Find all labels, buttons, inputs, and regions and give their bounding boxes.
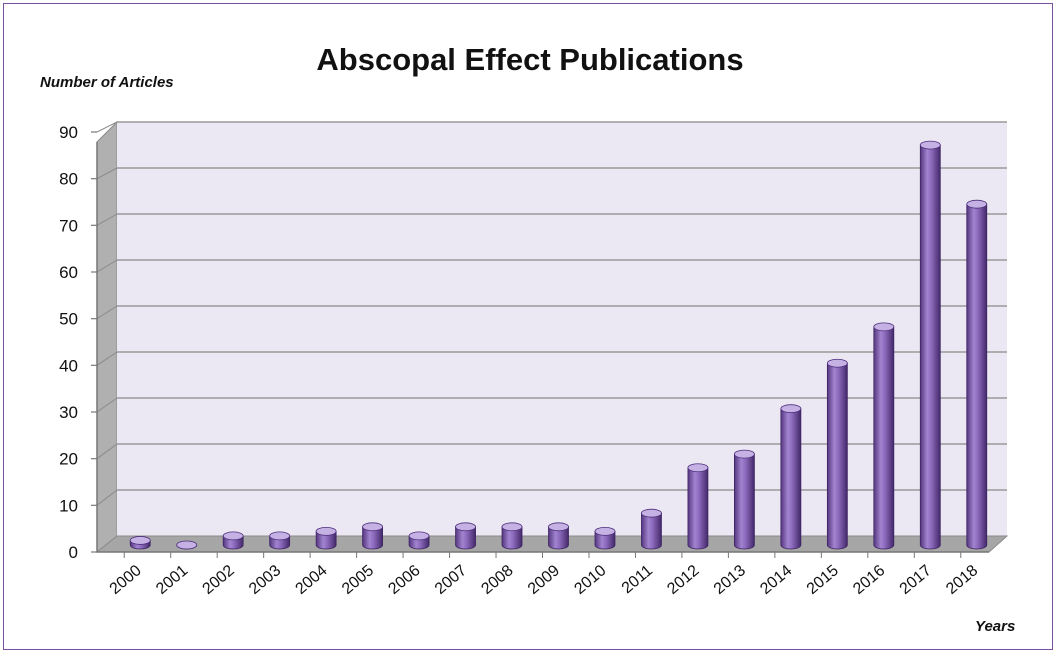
- gridline-side: [96, 305, 118, 320]
- bar-body: [501, 526, 523, 550]
- y-tick-labels: 0 10 20 30 40 50 60 70 80 90: [59, 123, 97, 562]
- x-tick-label: 2017: [897, 562, 935, 598]
- bar-2015: [826, 358, 848, 550]
- bar-cap: [455, 522, 476, 532]
- bar-cap: [780, 404, 802, 414]
- chart-title: Abscopal Effect Publications: [316, 42, 743, 77]
- x-tick-label: 2006: [385, 562, 423, 598]
- gridline-side: [96, 213, 118, 226]
- y-tick-label: 30: [59, 403, 78, 422]
- x-tick-label: 2010: [571, 562, 609, 598]
- gridline-side: [96, 167, 118, 180]
- gridlines: [96, 121, 1007, 506]
- x-tick-label: 2013: [711, 562, 749, 598]
- y-tick-label: 0: [69, 543, 78, 562]
- bar-cap: [362, 522, 384, 532]
- x-tick-label: 2000: [107, 562, 145, 598]
- bar-cap: [222, 531, 244, 541]
- bar-2004: [315, 526, 337, 550]
- x-tick-label: 2002: [200, 562, 238, 598]
- bar-body: [826, 362, 848, 550]
- y-axis-label: Number of Articles: [40, 74, 174, 91]
- x-tick-label: 2008: [478, 562, 516, 598]
- y-tick-label: 80: [59, 170, 78, 189]
- bar-body: [687, 467, 709, 550]
- bar-2007: [455, 522, 476, 550]
- bar-2012: [687, 463, 709, 550]
- bar-cap: [641, 508, 662, 518]
- bar-cap: [733, 449, 755, 459]
- bar-2005: [362, 522, 384, 550]
- y-tick-label: 10: [59, 496, 78, 515]
- bar-body: [966, 203, 988, 550]
- bar-2018: [966, 199, 988, 550]
- bar-2010: [594, 526, 616, 550]
- gridline-side: [96, 259, 118, 273]
- gridline-side: [96, 443, 118, 460]
- bar-2011: [641, 508, 662, 550]
- bar-2016: [873, 322, 895, 550]
- bar-body: [873, 326, 895, 550]
- x-tick-label: 2003: [246, 562, 284, 598]
- bar-body: [641, 512, 662, 550]
- bar-2006: [408, 531, 430, 550]
- bar-body: [780, 408, 802, 550]
- x-tick-label: 2014: [757, 562, 795, 598]
- y-tick-label: 90: [59, 123, 78, 142]
- bar-body: [315, 530, 337, 550]
- bar-cap: [315, 526, 337, 536]
- bar-2008: [501, 522, 523, 550]
- bar-body: [362, 526, 384, 550]
- x-tick-label: 2016: [850, 562, 888, 598]
- x-tick-label: 2009: [525, 562, 563, 598]
- y-tick-label: 40: [59, 356, 78, 375]
- side-wall: [96, 120, 118, 554]
- bar-cap: [548, 522, 569, 532]
- gridline-side: [96, 489, 118, 506]
- y-tick-label: 60: [59, 263, 78, 282]
- bar-2014: [780, 404, 802, 550]
- bar-2017: [919, 140, 941, 550]
- bar-cap: [269, 531, 291, 541]
- bar-body: [919, 144, 941, 550]
- x-tick-label: 2004: [293, 562, 331, 598]
- bar-cap: [966, 199, 988, 209]
- bar-2001: [176, 540, 198, 550]
- x-tick-label: 2011: [619, 562, 656, 597]
- x-tick-label: 2005: [339, 562, 377, 598]
- gridline-side: [96, 121, 118, 133]
- x-tick-label: 2018: [943, 562, 981, 598]
- bar-cap: [176, 540, 198, 550]
- x-tick-label: 2015: [804, 562, 842, 598]
- bar-cap: [687, 463, 709, 473]
- x-axis-label: Years: [975, 618, 1015, 635]
- bar-cap: [919, 140, 941, 150]
- bar-cap: [501, 522, 523, 532]
- bars: [129, 140, 988, 550]
- gridline-side: [96, 351, 118, 366]
- bar-body: [455, 526, 476, 550]
- bar-2002: [222, 531, 244, 550]
- x-tick-labels: 2000 2001 2002 2003 2004 2005 2006 2007 2008 2009…: [107, 552, 981, 598]
- x-tick-label: 2001: [153, 562, 191, 598]
- x-tick-label: 2012: [664, 562, 702, 598]
- bar-2013: [733, 449, 755, 550]
- bar-body: [594, 530, 616, 550]
- bar-body: [733, 453, 755, 550]
- x-tick-label: 2007: [432, 562, 470, 598]
- y-tick-label: 50: [59, 310, 78, 329]
- bar-2000: [129, 536, 151, 550]
- bar-cap: [873, 322, 895, 332]
- bar-2009: [548, 522, 569, 550]
- bar-cap: [826, 358, 848, 368]
- bar-body: [548, 526, 569, 550]
- bar-cap: [408, 531, 430, 541]
- y-tick-label: 70: [59, 216, 78, 235]
- gridline-side: [96, 397, 118, 413]
- bar-2003: [269, 531, 291, 550]
- y-tick-label: 20: [59, 450, 78, 469]
- bar-cap: [594, 526, 616, 536]
- bar-cap: [129, 536, 151, 545]
